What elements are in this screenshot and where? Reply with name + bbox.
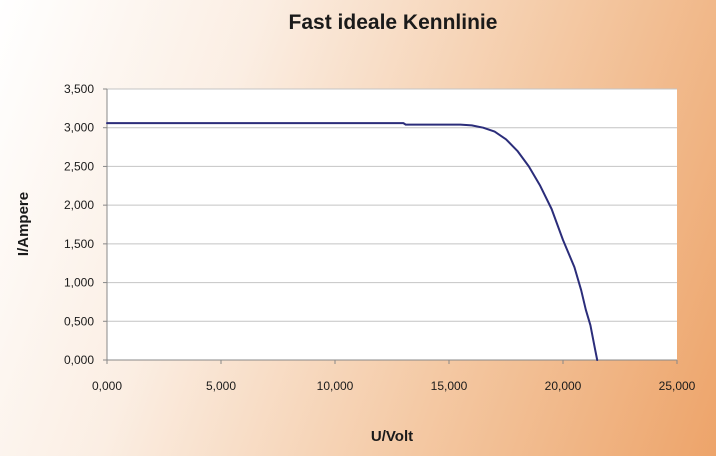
series-layer [106, 122, 599, 361]
x-tick-labels: 0,000 5,000 10,000 15,000 20,000 25,000 [92, 379, 696, 393]
y-tick-labels: 0,000 0,500 1,000 1,500 2,000 2,500 3,000 3,500 [64, 82, 94, 367]
x-tick-label: 10,000 [317, 379, 354, 393]
series-line [106, 122, 599, 361]
y-axis-label: I/Ampere [15, 192, 32, 256]
x-axis-label: U/Volt [371, 428, 413, 445]
plot-area [107, 89, 677, 360]
x-tick-label: 20,000 [545, 379, 582, 393]
y-tick-label: 3,500 [64, 82, 94, 96]
x-tick-label: 5,000 [206, 379, 236, 393]
y-tick-label: 0,000 [64, 353, 94, 367]
y-tick-label: 2,500 [64, 159, 94, 173]
x-tick-label: 15,000 [431, 379, 468, 393]
chart-title: Fast ideale Kennlinie [289, 11, 498, 34]
axes [103, 88, 678, 364]
x-tick-label: 0,000 [92, 379, 122, 393]
grid-lines [107, 88, 677, 322]
y-tick-label: 1,000 [64, 276, 94, 290]
y-tick-label: 3,000 [64, 121, 94, 135]
x-tick-label: 25,000 [659, 379, 696, 393]
y-tick-label: 2,000 [64, 198, 94, 212]
y-tick-label: 1,500 [64, 237, 94, 251]
y-tick-label: 0,500 [64, 314, 94, 328]
